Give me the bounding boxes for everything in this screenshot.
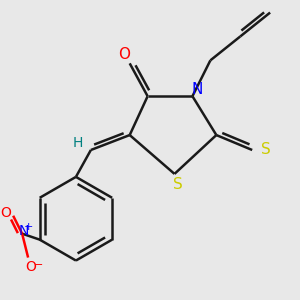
Text: N: N [18,224,29,238]
Text: O: O [0,206,11,220]
Text: +: + [24,222,33,232]
Text: N: N [191,82,202,97]
Text: O: O [26,260,37,274]
Text: O: O [118,47,130,62]
Text: H: H [72,136,82,149]
Text: S: S [172,177,182,192]
Text: S: S [261,142,271,158]
Text: −: − [34,260,43,270]
